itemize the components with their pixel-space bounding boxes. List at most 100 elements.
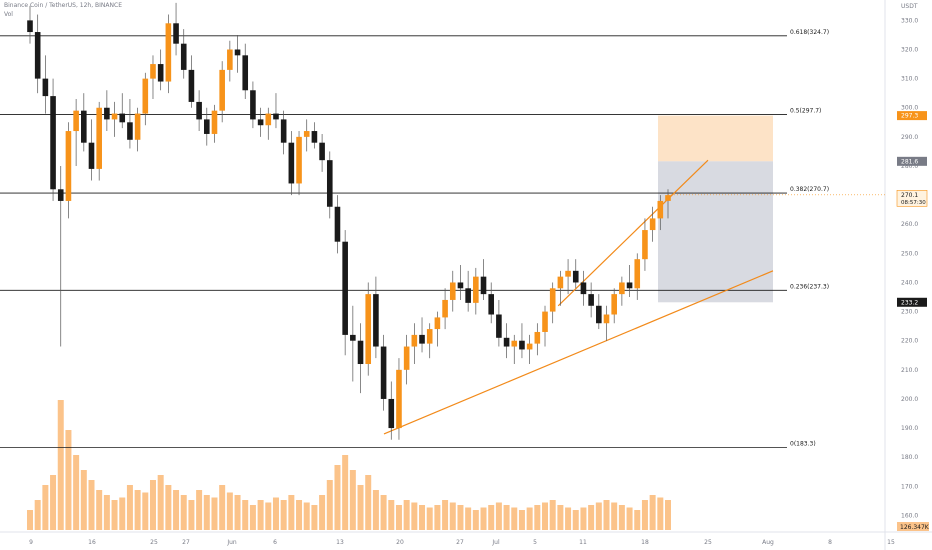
- volume-bar: [419, 505, 426, 530]
- price-tick-label: 190.0: [901, 425, 918, 432]
- volume-bar: [134, 490, 141, 530]
- candle-body: [111, 113, 118, 120]
- candle-body: [565, 270, 571, 277]
- volume-bar: [549, 500, 556, 530]
- price-badge: [897, 156, 927, 166]
- time-axis[interactable]: 9 16 25 27 Jun 6 13 20 27 Jul 5 11 18 25 Aug 8 15: [0, 531, 932, 546]
- candle-body: [480, 276, 487, 295]
- time-tick-label: 20: [396, 539, 404, 546]
- volume-bar: [57, 400, 64, 530]
- candle-body: [619, 282, 625, 295]
- time-tick-label: 25: [704, 539, 712, 546]
- time-tick-label: 18: [641, 539, 649, 546]
- volume-bar: [157, 475, 164, 530]
- candle-body: [119, 113, 126, 123]
- candle-body: [296, 136, 302, 184]
- volume-bar: [388, 500, 395, 530]
- volume-bars: [27, 400, 671, 530]
- candle-body: [588, 294, 594, 306]
- fib-label: 0.5(297.7): [790, 107, 821, 114]
- candle-body: [157, 64, 164, 82]
- volume-bar: [503, 505, 510, 530]
- price-badge-label: 270.1: [901, 192, 918, 199]
- volume-bar: [603, 500, 610, 530]
- volume-bar: [111, 500, 118, 530]
- candle-body: [557, 276, 564, 289]
- volume-bar: [119, 497, 126, 530]
- candle-body: [326, 160, 333, 207]
- candle-body: [342, 241, 348, 335]
- volume-bar: [219, 485, 226, 530]
- candles: [27, 2, 671, 440]
- channel-lower-line: [383, 270, 774, 435]
- candle-body: [280, 119, 287, 143]
- volume-bar: [518, 510, 525, 530]
- price-tick-label: 230.0: [901, 309, 918, 316]
- volume-bar: [357, 485, 364, 530]
- price-tick-label: 260.0: [901, 221, 918, 228]
- volume-bar: [203, 495, 210, 530]
- candle-body: [173, 23, 179, 44]
- candle-body: [142, 78, 149, 114]
- price-axis[interactable]: 330.0320.0310.0300.0290.0280.0270.0260.0…: [884, 0, 918, 550]
- candle-body: [303, 131, 310, 137]
- candle-body: [665, 195, 671, 201]
- volume-bar: [349, 470, 356, 530]
- time-tick-label: 27: [456, 539, 464, 546]
- candle-body: [242, 55, 249, 91]
- price-badge: [896, 190, 928, 207]
- candle-body: [234, 49, 241, 56]
- volume-bar: [495, 502, 502, 530]
- fib-label: 0.618(324.7): [790, 29, 829, 36]
- volume-badge-label: 126.347K: [900, 524, 930, 531]
- volume-bar: [403, 500, 410, 530]
- candle-body: [449, 282, 456, 300]
- candle-body: [203, 119, 210, 134]
- volume-bar: [611, 502, 618, 530]
- volume-bar: [342, 455, 349, 530]
- candle-body: [365, 294, 372, 365]
- time-tick-label: 27: [182, 539, 190, 546]
- price-badges: 297.3 281.6 270.108:57:30 233.2 126.347K: [668, 111, 930, 531]
- candle-body: [442, 299, 448, 318]
- volume-bar: [411, 502, 418, 530]
- price-badge-time: 08:57:30: [901, 200, 926, 206]
- candle-body: [380, 346, 387, 399]
- volume-bar: [665, 500, 671, 530]
- candle-body: [96, 107, 102, 169]
- time-tick-label: 16: [88, 539, 96, 546]
- candle-body: [572, 270, 579, 283]
- volume-bar: [588, 505, 595, 530]
- volume-bar: [326, 480, 333, 530]
- time-tick-label: 13: [336, 539, 344, 546]
- candle-body: [227, 49, 233, 70]
- candle-body: [373, 294, 379, 347]
- volume-bar: [365, 475, 372, 530]
- volume-bar: [50, 475, 57, 530]
- candle-body: [457, 282, 464, 289]
- volume-bar: [634, 510, 641, 530]
- candle-body: [211, 110, 218, 134]
- loss-zone: [658, 161, 773, 303]
- candle-body: [42, 78, 49, 97]
- candle-body: [65, 131, 72, 201]
- volume-bar: [173, 490, 180, 530]
- candle-body: [357, 340, 364, 365]
- volume-bar: [442, 500, 449, 530]
- volume-bar: [303, 502, 310, 530]
- price-tick-label: 290.0: [901, 134, 918, 141]
- volume-bar: [457, 505, 464, 530]
- candle-body: [50, 96, 56, 190]
- candle-body: [150, 64, 156, 79]
- volume-bar: [211, 497, 218, 530]
- volume-bar: [257, 500, 264, 530]
- price-badge-label: 297.3: [901, 113, 918, 120]
- volume-bar: [657, 497, 664, 530]
- candle-body: [419, 334, 425, 344]
- price-tick-label: 280.0: [901, 163, 918, 170]
- volume-bar: [526, 507, 533, 530]
- volume-bar: [595, 502, 602, 530]
- price-tick-label: 310.0: [901, 76, 918, 83]
- candle-body: [580, 282, 587, 295]
